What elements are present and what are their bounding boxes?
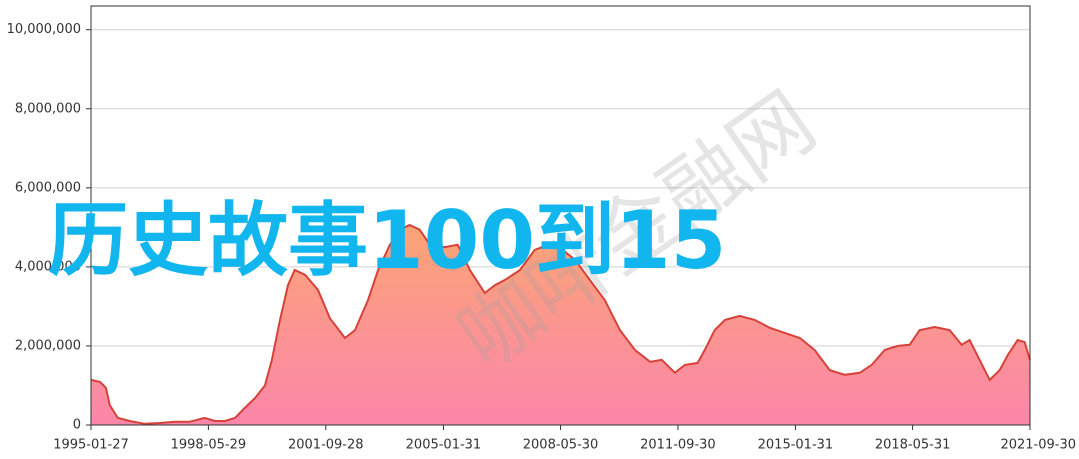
overlay-title: 历史故事100到15 [48, 194, 726, 287]
y-tick-label: 0 [73, 418, 81, 433]
y-tick-label: 2,000,000 [15, 338, 81, 353]
x-tick-label: 2015-01-31 [758, 438, 834, 453]
x-tick-label: 2005-01-31 [406, 438, 482, 453]
x-tick-label: 2001-09-28 [288, 438, 364, 453]
x-tick-label: 2021-09-30 [1000, 438, 1076, 453]
y-tick-label: 4,000,000 [15, 259, 81, 274]
x-tick-label: 2008-05-30 [523, 438, 599, 453]
y-tick-label: 6,000,000 [15, 180, 81, 195]
line [90, 223, 1031, 425]
y-tick-label: 8,000,000 [15, 101, 81, 116]
x-tick-label: 1998-05-29 [171, 438, 247, 453]
x-tick-label: 2018-05-31 [875, 438, 951, 453]
area-fill [91, 225, 1030, 425]
x-tick-label: 2011-09-30 [640, 438, 716, 453]
x-tick-label: 1995-01-27 [53, 438, 129, 453]
y-tick-label: 10,000,000 [7, 22, 81, 37]
